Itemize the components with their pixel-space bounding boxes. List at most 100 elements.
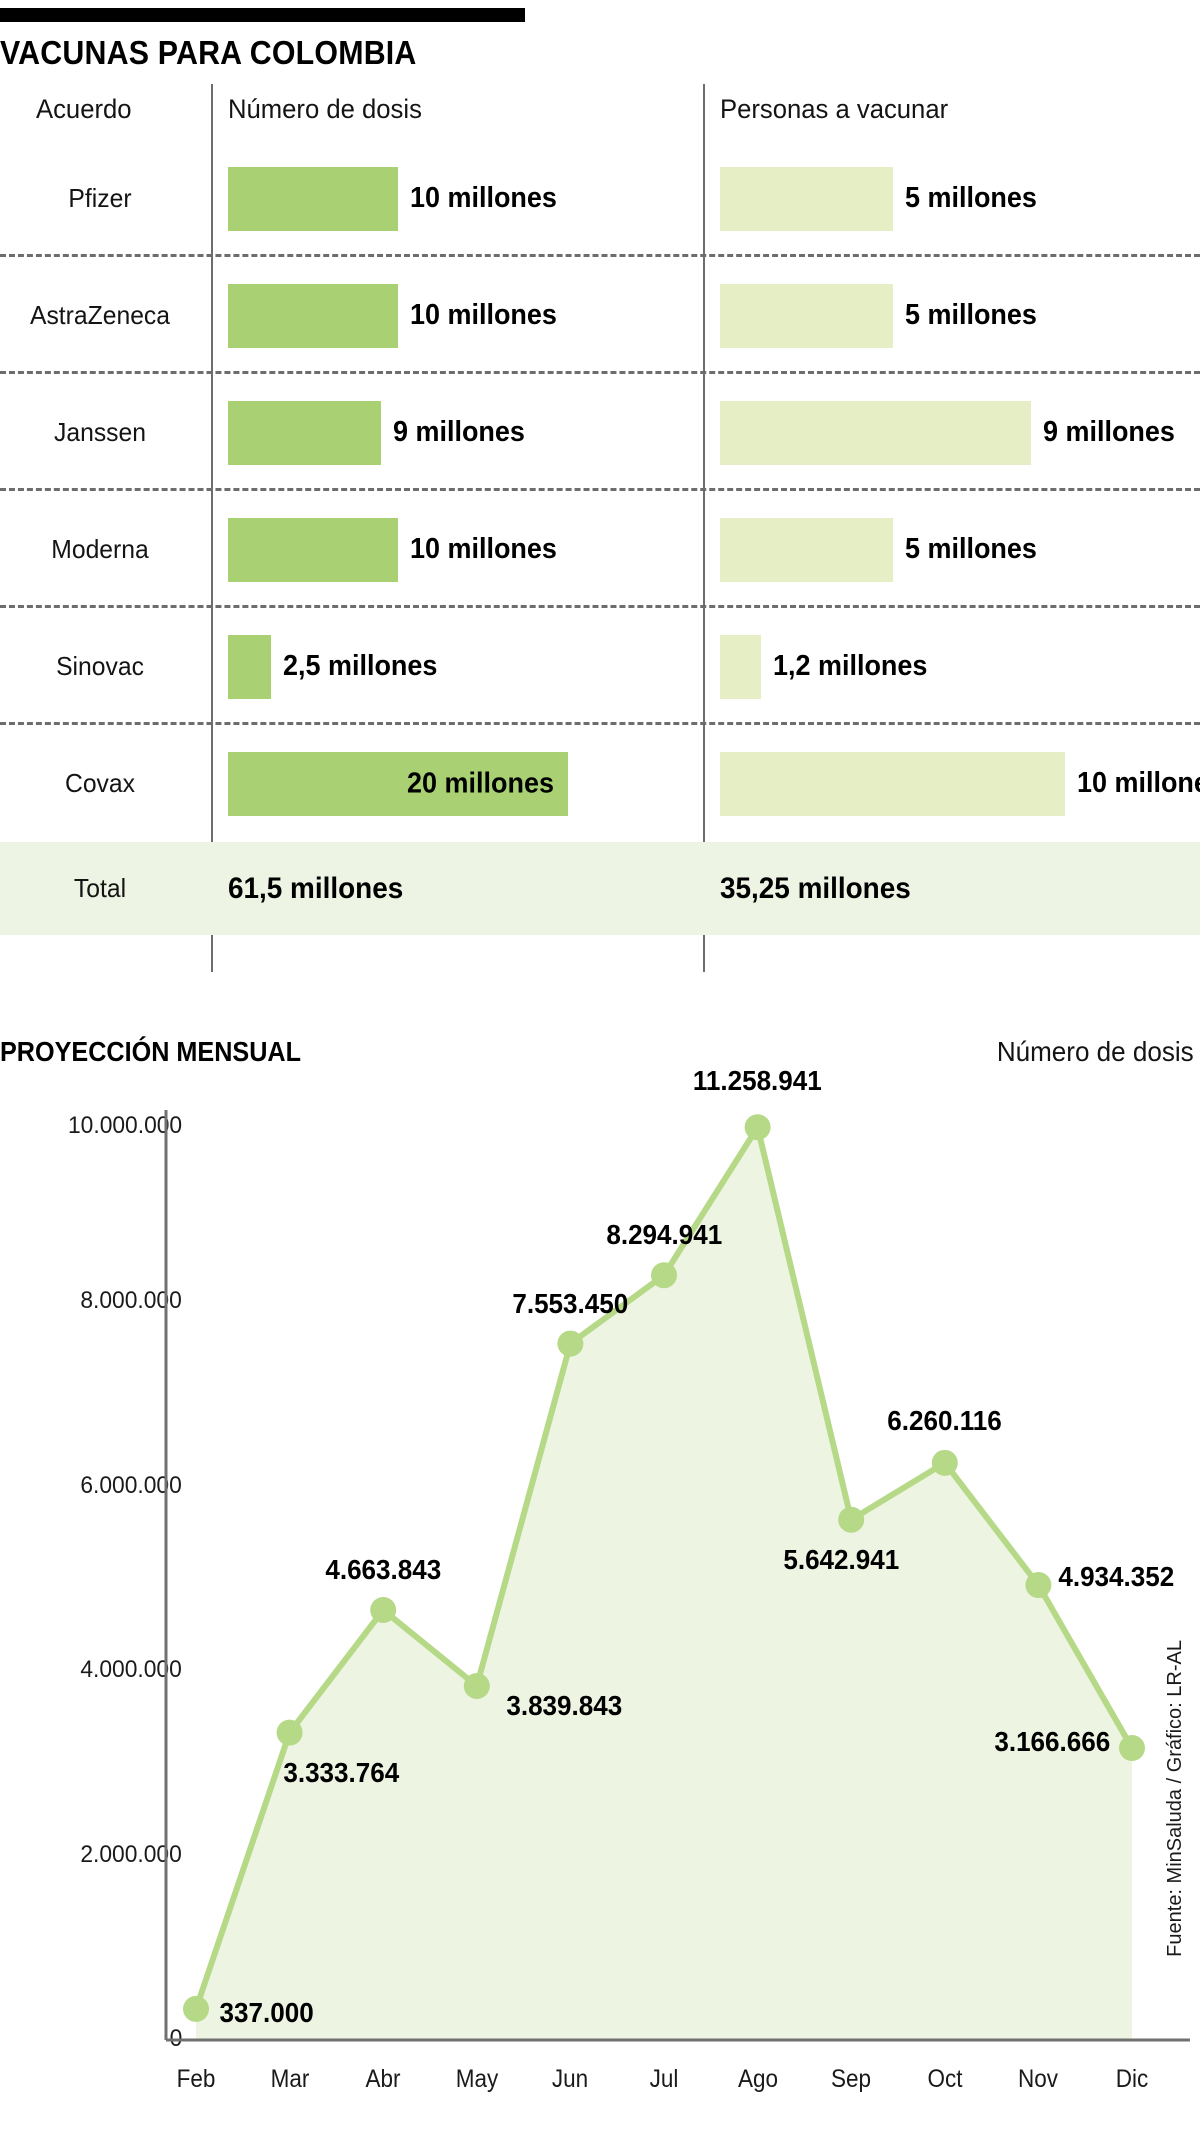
personas-bar-group: 5 millones — [720, 491, 1047, 608]
x-tick-label: Feb — [176, 2065, 216, 2093]
dosis-bar-group: 20 millones — [228, 725, 568, 842]
personas-bar-group: 5 millones — [720, 140, 1047, 257]
row-divider — [0, 605, 1200, 608]
row-divider — [0, 254, 1200, 257]
table-row-total: Total 61,5 millones 35,25 millones — [0, 842, 1200, 935]
personas-bar-group: 5 millones — [720, 257, 1047, 374]
personas-value-label: 9 millones — [1043, 416, 1175, 448]
data-point-marker — [651, 1262, 677, 1289]
table-body: Pfizer 10 millones 5 millones AstraZeneca 10… — [0, 140, 1200, 842]
personas-value-label: 5 millones — [905, 533, 1037, 565]
data-point-label: 4.663.843 — [325, 1553, 441, 1585]
col-header-dosis: Número de dosis — [228, 94, 422, 124]
personas-bar — [720, 166, 893, 231]
x-tick-label: May — [455, 2065, 499, 2093]
dosis-bar — [228, 283, 398, 348]
personas-bar — [720, 517, 893, 582]
personas-value-label: 5 millones — [905, 182, 1037, 214]
data-point-label: 6.260.116 — [887, 1404, 1003, 1436]
personas-bar-group: 9 millones — [720, 374, 1185, 491]
dosis-bar — [228, 166, 398, 231]
area-fill — [196, 1127, 1132, 2040]
vaccines-table: Acuerdo Número de dosis Personas a vacun… — [0, 84, 1200, 972]
x-tick-label: Nov — [1018, 2065, 1059, 2093]
column-divider-1 — [211, 84, 213, 972]
data-point-marker — [1119, 1735, 1145, 1762]
personas-bar — [720, 634, 761, 699]
dosis-value-label: 10 millones — [410, 533, 557, 565]
dosis-value-label: 10 millones — [410, 299, 557, 331]
x-tick-label: Jun — [552, 2065, 589, 2093]
dosis-bar-group: 2,5 millones — [228, 608, 449, 725]
x-tick-label: Oct — [927, 2065, 963, 2093]
dosis-bar-group: 10 millones — [228, 491, 568, 608]
row-label-acuerdo: Janssen — [53, 417, 147, 447]
total-personas-value: 35,25 millones — [720, 871, 911, 905]
dosis-bar — [228, 400, 381, 465]
table-row: Covax 20 millones 10 millones — [0, 725, 1200, 842]
personas-value-label: 1,2 millones — [773, 650, 928, 682]
dosis-value-label: 20 millones — [407, 767, 554, 799]
personas-value-label: 10 millones — [1077, 767, 1200, 799]
row-label-acuerdo: AstraZeneca — [29, 300, 171, 330]
row-label-acuerdo: Pfizer — [68, 183, 132, 213]
data-point-label: 4.934.352 — [1058, 1561, 1175, 1593]
x-tick-label: Jul — [649, 2065, 679, 2093]
row-divider — [0, 722, 1200, 725]
chart-unit-label: Número de dosis — [997, 1036, 1194, 1067]
data-point-marker — [1025, 1572, 1052, 1599]
data-point-label: 337.000 — [219, 1996, 314, 2028]
data-point-label: 3.839.843 — [506, 1689, 623, 1721]
table-header-row: Acuerdo Número de dosis Personas a vacun… — [0, 84, 1200, 140]
data-point-label: 11.258.941 — [692, 1065, 822, 1097]
data-point-label: 3.166.666 — [993, 1726, 1110, 1758]
data-point-marker — [931, 1449, 958, 1476]
row-divider — [0, 488, 1200, 491]
dosis-value-label: 10 millones — [410, 182, 557, 214]
personas-bar — [720, 283, 893, 348]
data-point-marker — [370, 1596, 397, 1623]
table-row: Janssen 9 millones 9 millones — [0, 374, 1200, 491]
dosis-value-label: 9 millones — [393, 416, 525, 448]
monthly-projection-chart: 10.000.000 8.000.000 6.000.000 4.000.000 2.0… — [0, 1065, 1200, 2143]
data-point-marker — [183, 1995, 209, 2022]
x-tick-label: Abr — [365, 2065, 401, 2093]
dosis-bar — [228, 517, 398, 582]
data-point-marker — [838, 1506, 865, 1533]
personas-bar — [720, 400, 1031, 465]
area-line-plot — [164, 1110, 1190, 2042]
x-tick-label: Ago — [737, 2065, 778, 2093]
table-row: AstraZeneca 10 millones 5 millones — [0, 257, 1200, 374]
row-divider — [0, 371, 1200, 374]
chart-title: PROYECCIÓN MENSUAL — [0, 1036, 302, 1067]
data-point-label: 5.642.941 — [783, 1543, 899, 1575]
dosis-bar-group: 9 millones — [228, 374, 535, 491]
data-point-label: 3.333.764 — [283, 1756, 400, 1788]
table-row: Sinovac 2,5 millones 1,2 millones — [0, 608, 1200, 725]
data-point-label: 7.553.450 — [512, 1287, 629, 1319]
table-row: Pfizer 10 millones 5 millones — [0, 140, 1200, 257]
column-divider-2 — [703, 84, 705, 972]
dosis-bar — [228, 634, 271, 699]
y-tick-label: 10.000.000 — [67, 1112, 182, 1140]
dosis-bar: 20 millones — [228, 751, 568, 816]
table-row: Moderna 10 millones 5 millones — [0, 491, 1200, 608]
personas-bar-group: 1,2 millones — [720, 608, 939, 725]
dosis-bar-group: 10 millones — [228, 257, 568, 374]
dosis-value-label: 2,5 millones — [283, 650, 438, 682]
source-credit: Fuente: MinSaluda / Gráfico: LR-AL — [1164, 1640, 1186, 1957]
personas-bar-group: 10 millones — [720, 725, 1200, 842]
col-header-personas: Personas a vacunar — [720, 94, 949, 124]
row-label-acuerdo: Sinovac — [56, 651, 144, 681]
data-point-marker — [463, 1672, 490, 1699]
x-tick-label: Sep — [831, 2065, 872, 2093]
page-title: VACUNAS PARA COLOMBIA — [0, 34, 417, 71]
data-point-marker — [557, 1330, 584, 1357]
total-label: Total — [73, 873, 127, 903]
personas-value-label: 5 millones — [905, 299, 1037, 331]
title-rule — [0, 8, 525, 22]
total-dosis-value: 61,5 millones — [228, 871, 404, 905]
row-label-acuerdo: Covax — [64, 768, 136, 798]
personas-bar — [720, 751, 1065, 816]
